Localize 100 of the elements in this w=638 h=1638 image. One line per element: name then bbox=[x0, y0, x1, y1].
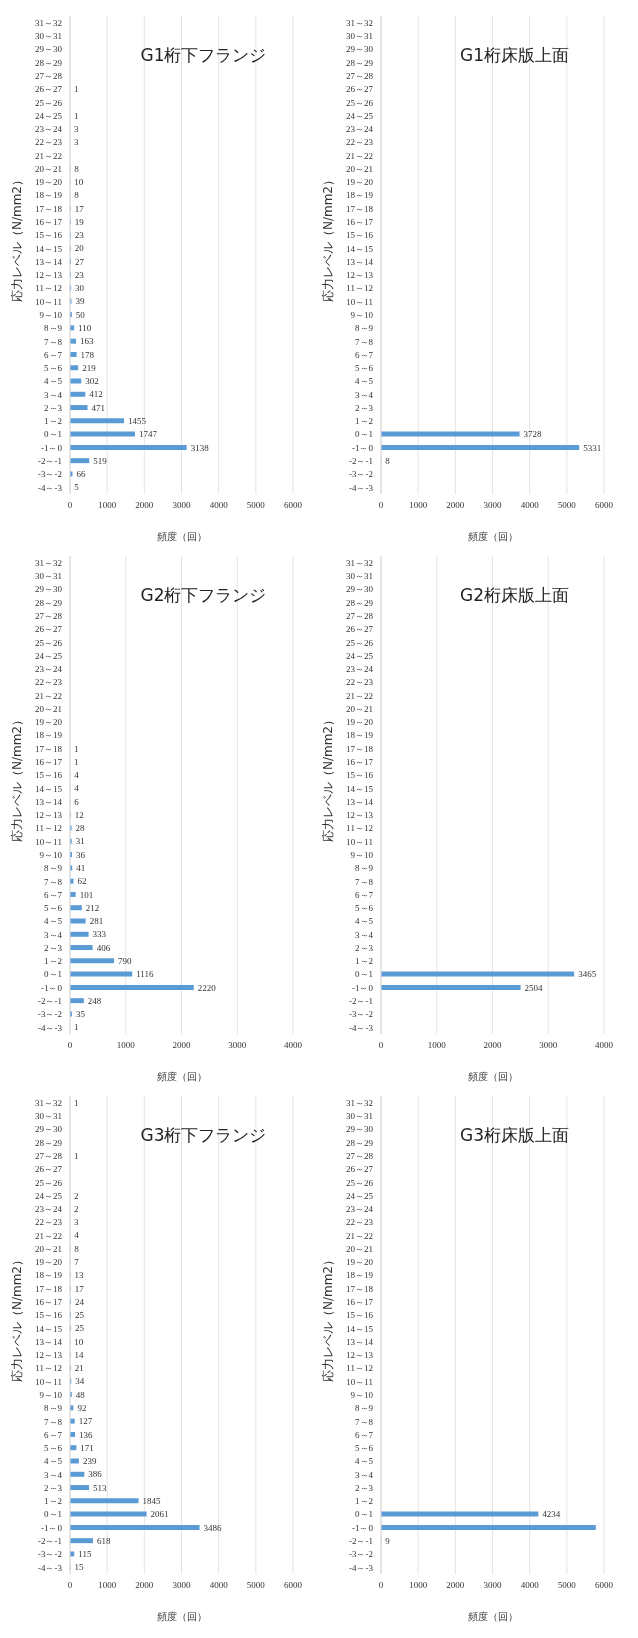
y-tick-label: 8～9 bbox=[355, 863, 374, 874]
y-tick-label: 29～30 bbox=[346, 1124, 374, 1135]
y-tick-label: 1～2 bbox=[355, 416, 373, 427]
y-tick-label: 25～26 bbox=[346, 1177, 374, 1188]
x-tick-label: 1000 bbox=[116, 1040, 136, 1051]
data-label: 4234 bbox=[542, 1509, 561, 1520]
y-tick-label: 12～13 bbox=[346, 810, 374, 821]
data-label: 1455 bbox=[128, 415, 147, 426]
y-tick-label: 22～23 bbox=[35, 137, 63, 148]
y-axis-title: 応力レベル（N/mm2） bbox=[320, 173, 336, 303]
data-label: 1845 bbox=[142, 1495, 162, 1506]
y-tick-label: 31～32 bbox=[346, 17, 373, 28]
y-tick-label: 8～9 bbox=[355, 1403, 374, 1414]
data-label: 115 bbox=[78, 1549, 92, 1560]
y-tick-label: 28～29 bbox=[35, 1137, 63, 1148]
data-label: 5331 bbox=[583, 442, 602, 453]
y-tick-label: 2～3 bbox=[355, 942, 374, 953]
x-tick-label: 5000 bbox=[246, 1580, 266, 1591]
y-tick-label: 7～8 bbox=[355, 876, 374, 887]
y-tick-label: 3～4 bbox=[355, 929, 374, 940]
y-tick-label: 20～21 bbox=[35, 163, 62, 174]
y-tick-label: -1～0 bbox=[41, 442, 63, 453]
x-axis-title: 頻度（回） bbox=[156, 531, 207, 542]
y-tick-label: 24～25 bbox=[346, 1190, 374, 1201]
data-label: 1 bbox=[74, 84, 79, 95]
data-label: 6 bbox=[74, 796, 80, 807]
y-tick-label: 24～25 bbox=[346, 650, 374, 661]
y-tick-label: 17～18 bbox=[35, 203, 63, 214]
y-tick-label: 14～15 bbox=[35, 1323, 63, 1334]
y-tick-label: 17～18 bbox=[35, 743, 63, 754]
x-tick-label: 3000 bbox=[172, 500, 191, 511]
y-tick-label: -4～-3 bbox=[349, 1562, 374, 1573]
x-tick-label: 4000 bbox=[595, 1040, 614, 1051]
y-tick-label: 22～23 bbox=[35, 677, 63, 688]
y-tick-label: 10～11 bbox=[35, 1376, 62, 1387]
y-tick-label: 3～4 bbox=[355, 389, 374, 400]
y-tick-label: 12～13 bbox=[35, 1350, 63, 1361]
data-label: 10 bbox=[74, 1336, 84, 1347]
data-label: 14 bbox=[74, 1349, 85, 1360]
y-tick-label: 17～18 bbox=[346, 203, 374, 214]
data-label: 3 bbox=[74, 1217, 80, 1228]
data-label: 281 bbox=[89, 916, 104, 927]
y-tick-label: 22～23 bbox=[346, 137, 374, 148]
y-tick-label: 13～14 bbox=[346, 256, 374, 267]
data-label: 39 bbox=[75, 296, 85, 307]
data-label: 23 bbox=[74, 269, 85, 280]
data-label: 92 bbox=[77, 1403, 87, 1414]
data-label: 1 bbox=[74, 756, 79, 767]
y-tick-label: 30～31 bbox=[346, 1111, 373, 1122]
y-tick-label: 13～14 bbox=[346, 1336, 374, 1347]
x-tick-label: 1000 bbox=[98, 500, 117, 511]
data-label: 35 bbox=[75, 1009, 86, 1020]
y-tick-label: 8～9 bbox=[44, 323, 63, 334]
y-tick-label: 6～7 bbox=[355, 349, 374, 360]
y-tick-label: 1～2 bbox=[355, 1496, 373, 1507]
y-tick-label: 29～30 bbox=[35, 1124, 63, 1135]
y-tick-label: 2～3 bbox=[355, 1482, 374, 1493]
data-label: 34 bbox=[75, 1376, 85, 1387]
y-tick-label: 11～12 bbox=[35, 283, 62, 294]
text: G1桁床版上面 bbox=[459, 44, 570, 67]
y-axis-title: 応力レベル（N/mm2） bbox=[9, 173, 25, 303]
y-tick-label: -2～-1 bbox=[349, 1536, 373, 1546]
y-tick-label: 10～11 bbox=[346, 836, 373, 847]
x-tick-label: 1000 bbox=[409, 500, 428, 511]
y-tick-label: 22～23 bbox=[346, 677, 374, 688]
y-tick-label: 29～30 bbox=[346, 44, 374, 55]
y-tick-label: -4～-3 bbox=[38, 482, 63, 493]
y-tick-label: -3～-2 bbox=[38, 469, 62, 480]
y-tick-label: 6～7 bbox=[44, 349, 63, 360]
x-tick-label: 2000 bbox=[446, 1580, 465, 1591]
y-tick-label: 27～28 bbox=[346, 1150, 374, 1161]
y-tick-label: 0～1 bbox=[355, 969, 373, 980]
y-tick-label: 2～3 bbox=[44, 1482, 63, 1493]
y-tick-label: 5～6 bbox=[355, 1443, 374, 1454]
y-tick-label: 18～19 bbox=[346, 190, 374, 201]
x-tick-label: 1000 bbox=[427, 1040, 447, 1051]
y-tick-label: 13～14 bbox=[346, 796, 374, 807]
data-label: 13 bbox=[74, 1270, 84, 1281]
y-tick-label: 1～2 bbox=[44, 416, 62, 427]
x-tick-label: 3000 bbox=[228, 1040, 247, 1051]
y-tick-label: 30～31 bbox=[35, 31, 62, 42]
data-label: 41 bbox=[76, 863, 86, 874]
y-tick-label: -2～-1 bbox=[349, 996, 373, 1006]
data-label: 1 bbox=[74, 1150, 79, 1161]
y-tick-label: 7～8 bbox=[44, 1416, 63, 1427]
y-axis-title: 応力レベル（N/mm2） bbox=[9, 713, 25, 843]
y-tick-label: 10～11 bbox=[35, 836, 62, 847]
y-tick-label: 11～12 bbox=[346, 823, 373, 834]
data-label: 406 bbox=[96, 942, 111, 953]
y-tick-label: 14～15 bbox=[346, 1323, 374, 1334]
y-tick-label: 18～19 bbox=[35, 190, 63, 201]
data-label: 248 bbox=[87, 995, 102, 1006]
x-tick-label: 0 bbox=[378, 1580, 384, 1591]
x-tick-label: 2000 bbox=[172, 1040, 191, 1051]
y-tick-label: 22～23 bbox=[346, 1217, 374, 1228]
data-label: 790 bbox=[118, 955, 133, 966]
data-label: 4 bbox=[74, 770, 80, 781]
y-tick-label: 11～12 bbox=[346, 283, 373, 294]
x-axis-title: 頻度（回） bbox=[156, 1611, 207, 1622]
x-tick-label: 2000 bbox=[446, 500, 465, 511]
